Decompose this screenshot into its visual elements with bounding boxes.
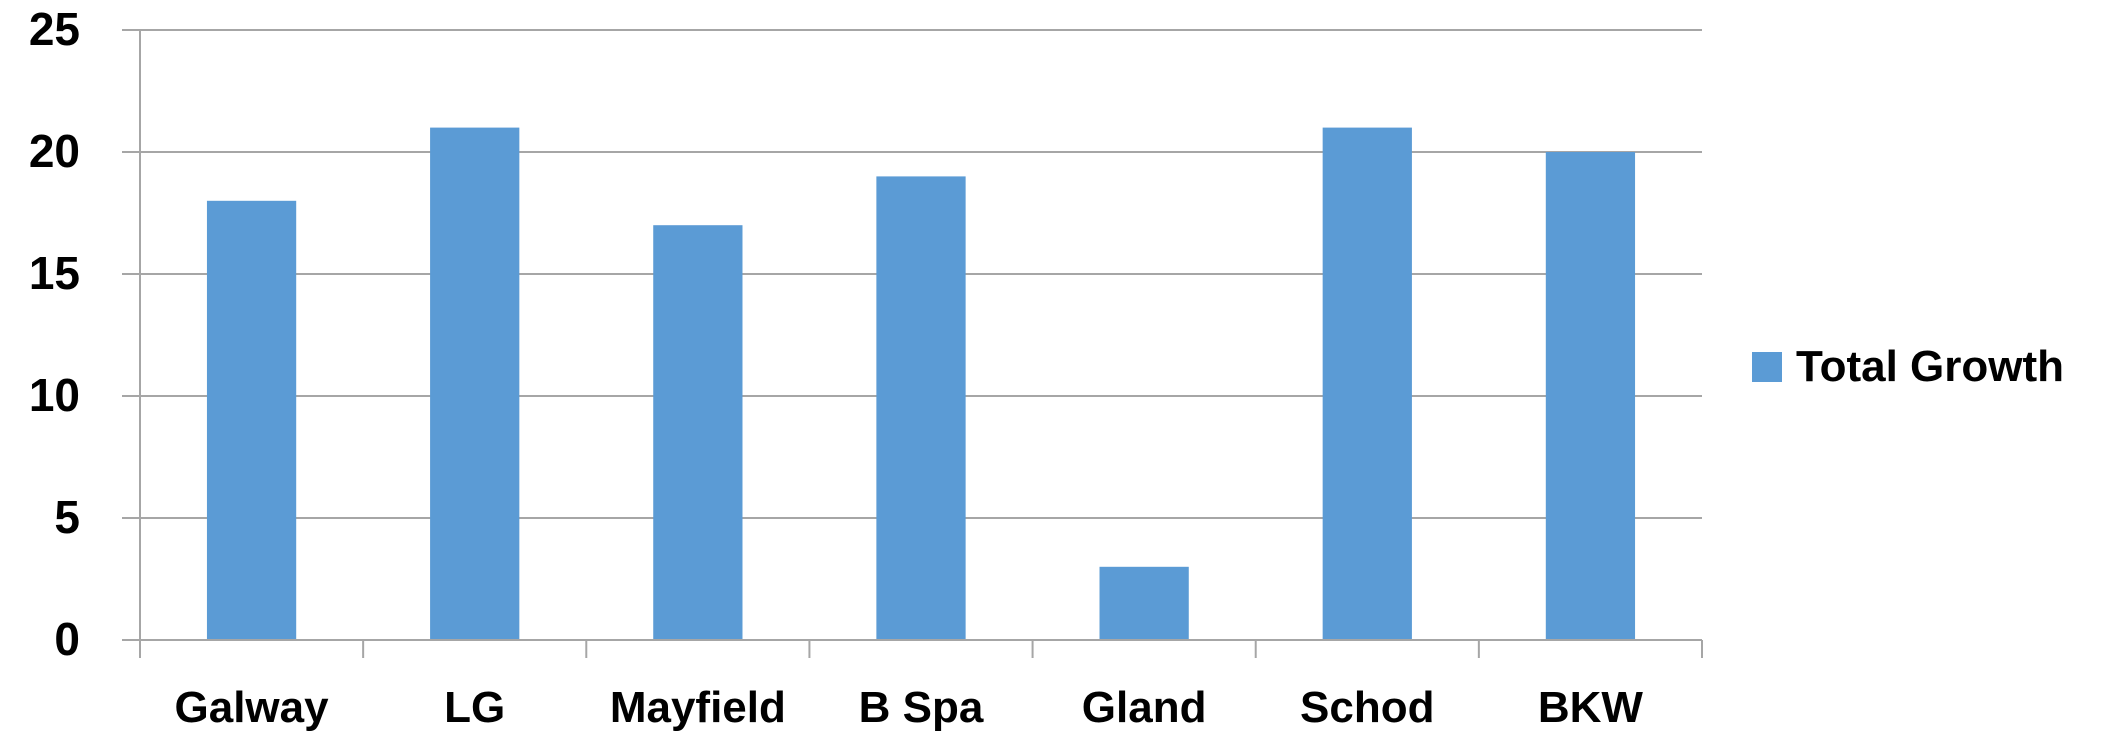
x-tick-label: Galway xyxy=(175,683,330,732)
x-tick-label: Schod xyxy=(1300,683,1434,732)
x-tick-labels: Galway LG Mayfield B Spa Gland Schod BKW xyxy=(175,683,1644,732)
legend-label: Total Growth xyxy=(1796,342,2064,391)
y-tick-label: 5 xyxy=(54,491,80,543)
x-tick-label: BKW xyxy=(1538,683,1644,732)
legend: Total Growth xyxy=(1752,342,2064,391)
bars xyxy=(206,127,1636,641)
y-tick-labels: 0 5 10 15 20 25 xyxy=(29,3,80,665)
legend-swatch xyxy=(1752,352,1782,382)
axes xyxy=(139,30,1703,658)
x-tick-label: Gland xyxy=(1082,683,1207,732)
y-tick-label: 0 xyxy=(54,613,80,665)
bar-gland xyxy=(1099,566,1189,640)
x-tick-label: Mayfield xyxy=(610,683,786,732)
bar-schod xyxy=(1322,127,1412,641)
x-tick-label: B Spa xyxy=(859,683,984,732)
bar-mayfield xyxy=(653,225,743,640)
y-tick-label: 15 xyxy=(29,247,80,299)
x-tick-label: LG xyxy=(444,683,505,732)
bar-b-spa xyxy=(876,176,966,640)
bar-galway xyxy=(206,200,297,641)
y-tick-label: 25 xyxy=(29,3,80,55)
y-tick-label: 10 xyxy=(29,369,80,421)
y-tick-label: 20 xyxy=(29,125,80,177)
bar-lg xyxy=(430,127,520,641)
bar-bkw xyxy=(1545,152,1636,640)
